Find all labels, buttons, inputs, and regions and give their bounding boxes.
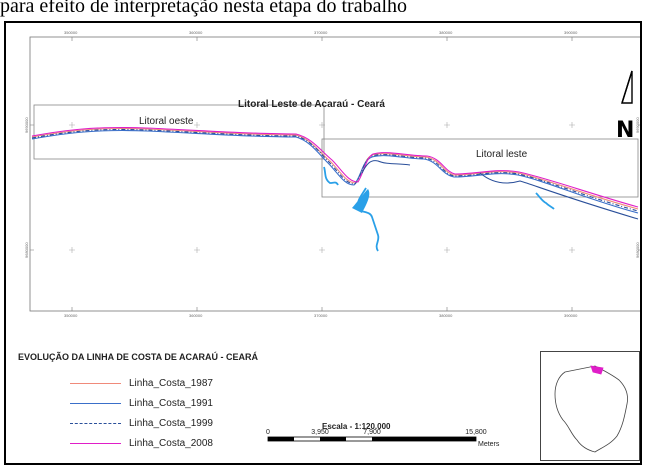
litoral-leste-box: [321, 138, 639, 198]
graticule-crosses: [69, 122, 575, 253]
legend-swatch: [70, 422, 121, 424]
coord-bottom-4: 380000: [439, 313, 453, 318]
litoral-oeste-box: [33, 104, 325, 160]
legend-swatch: [70, 402, 121, 404]
scale-tick-2: 7,900: [363, 429, 381, 436]
coord-left-2: 9680000: [24, 242, 29, 258]
coord-top-2: 360000: [189, 30, 203, 35]
map-layout-svg: [29, 36, 640, 442]
coord-top-1: 350000: [64, 30, 78, 35]
legend-label: Linha_Costa_2008: [129, 437, 213, 449]
data-frame-border: [29, 36, 640, 312]
legend-item: Linha_Costa_1991: [70, 396, 213, 410]
map-layout-frame: 350000 360000 370000 380000 390000 35000…: [4, 21, 642, 465]
litoral-oeste-label: Litoral oeste: [139, 116, 194, 127]
coord-bottom-1: 350000: [64, 313, 78, 318]
scale-tick-0: 0: [266, 429, 270, 436]
coord-bottom-5: 390000: [564, 313, 578, 318]
document-caption: para efeito de interpretação nesta etapa…: [0, 0, 408, 17]
legend-title: EVOLUÇÃO DA LINHA DE COSTA DE ACARAÚ - C…: [18, 352, 258, 362]
scale-title: Escala - 1:120.000: [322, 422, 391, 431]
inset-locator-map: [540, 351, 640, 461]
coord-right-2: 9680000: [635, 242, 640, 258]
legend-swatch: [70, 442, 121, 444]
legend-label: Linha_Costa_1987: [129, 377, 213, 389]
legend-label: Linha_Costa_1991: [129, 397, 213, 409]
scale-bar-graphic: [267, 436, 477, 442]
legend-swatch: [70, 382, 121, 384]
ceara-outline: [554, 365, 628, 453]
scale-tick-3: 15,800: [465, 429, 487, 436]
scale-unit: Meters: [478, 441, 500, 448]
coastlines: [31, 126, 639, 220]
scale-tick-1: 3,950: [311, 429, 329, 436]
legend-item: Linha_Costa_1987: [70, 376, 213, 390]
coord-bottom-2: 360000: [189, 313, 203, 318]
coord-top-5: 390000: [564, 30, 578, 35]
border-ticks: [30, 37, 640, 311]
estuary-fill: [352, 189, 370, 213]
north-label: N: [616, 118, 634, 143]
legend-item: Linha_Costa_2008: [70, 436, 213, 450]
legend-item: Linha_Costa_1999: [70, 416, 213, 430]
north-arrow-icon: N: [616, 70, 634, 143]
study-area-marker: [590, 365, 604, 375]
litoral-leste-label: Litoral leste: [476, 149, 528, 160]
coord-top-3: 370000: [314, 30, 328, 35]
coord-top-4: 380000: [439, 30, 453, 35]
legend-label: Linha_Costa_1999: [129, 417, 213, 429]
map-title: Litoral Leste de Acaraú - Ceará: [238, 99, 385, 110]
coord-left-1: 9690000: [24, 117, 29, 133]
coord-bottom-3: 370000: [314, 313, 328, 318]
